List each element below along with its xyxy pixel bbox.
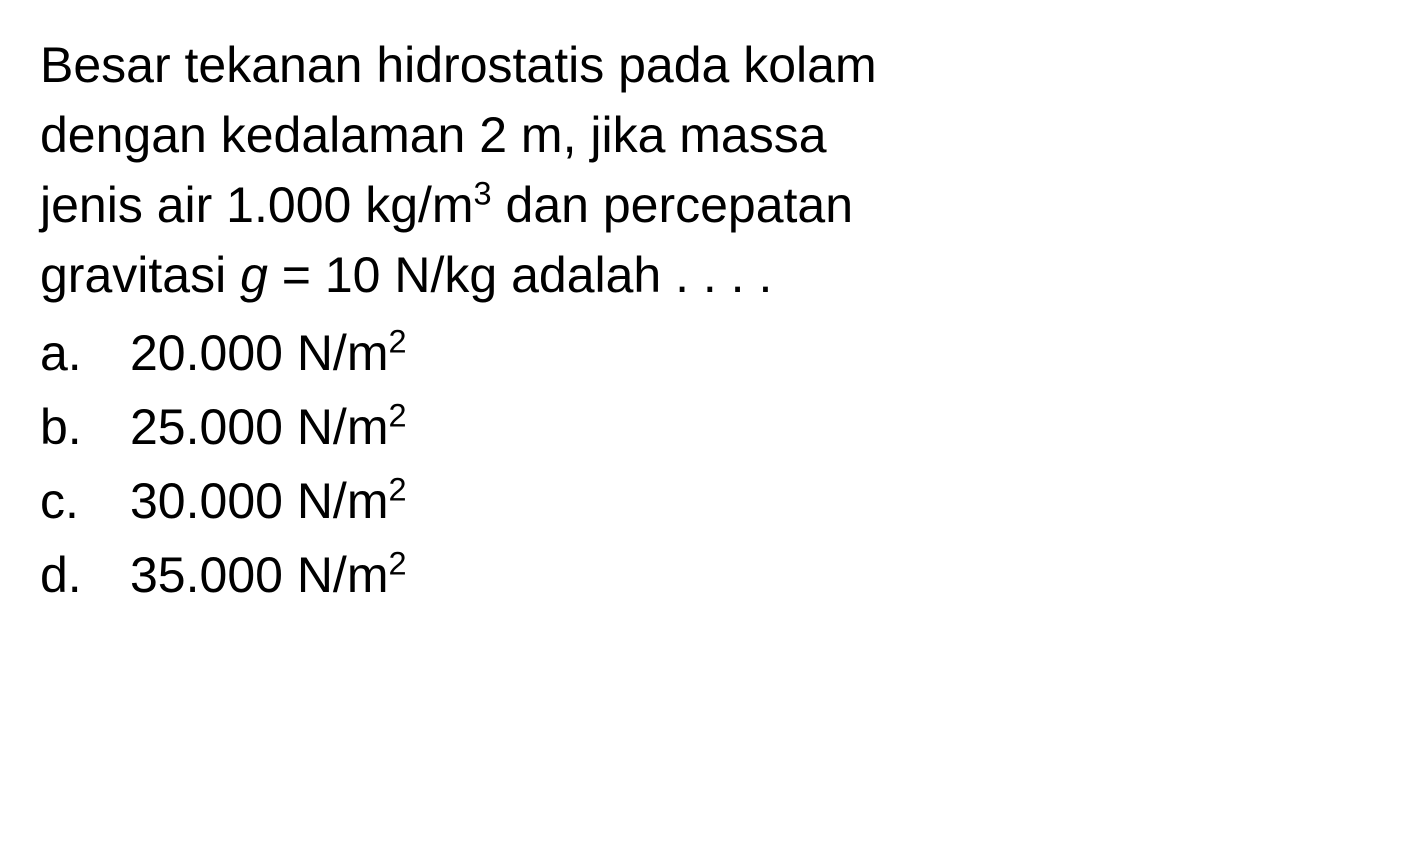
question-line2: dengan kedalaman 2 m, jika massa — [40, 107, 827, 163]
option-d-sup: 2 — [388, 545, 406, 581]
option-a-sup: 2 — [388, 323, 406, 359]
question-line3-post: dan percepatan — [492, 177, 853, 233]
option-d-value: 35.000 N/m — [130, 547, 388, 603]
option-b-text: 25.000 N/m2 — [130, 392, 1383, 462]
question-line3-pre: jenis air 1.000 kg/m — [40, 177, 474, 233]
option-d-letter: d. — [40, 540, 130, 610]
question-line4-post: = 10 N/kg adalah . . . . — [268, 247, 772, 303]
option-a-text: 20.000 N/m2 — [130, 318, 1383, 388]
option-b: b. 25.000 N/m2 — [40, 392, 1383, 462]
option-a-letter: a. — [40, 318, 130, 388]
option-a: a. 20.000 N/m2 — [40, 318, 1383, 388]
option-c: c. 30.000 N/m2 — [40, 466, 1383, 536]
question-line4-pre: gravitasi — [40, 247, 240, 303]
question-line1: Besar tekanan hidrostatis pada kolam — [40, 37, 877, 93]
option-a-value: 20.000 N/m — [130, 325, 388, 381]
question-text: Besar tekanan hidrostatis pada kolam den… — [40, 30, 1383, 310]
option-c-sup: 2 — [388, 471, 406, 507]
option-b-letter: b. — [40, 392, 130, 462]
option-d: d. 35.000 N/m2 — [40, 540, 1383, 610]
option-d-text: 35.000 N/m2 — [130, 540, 1383, 610]
question-container: Besar tekanan hidrostatis pada kolam den… — [40, 30, 1383, 610]
option-c-letter: c. — [40, 466, 130, 536]
option-b-sup: 2 — [388, 397, 406, 433]
question-line3-sup: 3 — [474, 175, 492, 211]
option-b-value: 25.000 N/m — [130, 399, 388, 455]
option-c-text: 30.000 N/m2 — [130, 466, 1383, 536]
option-c-value: 30.000 N/m — [130, 473, 388, 529]
question-line4-var: g — [240, 247, 268, 303]
